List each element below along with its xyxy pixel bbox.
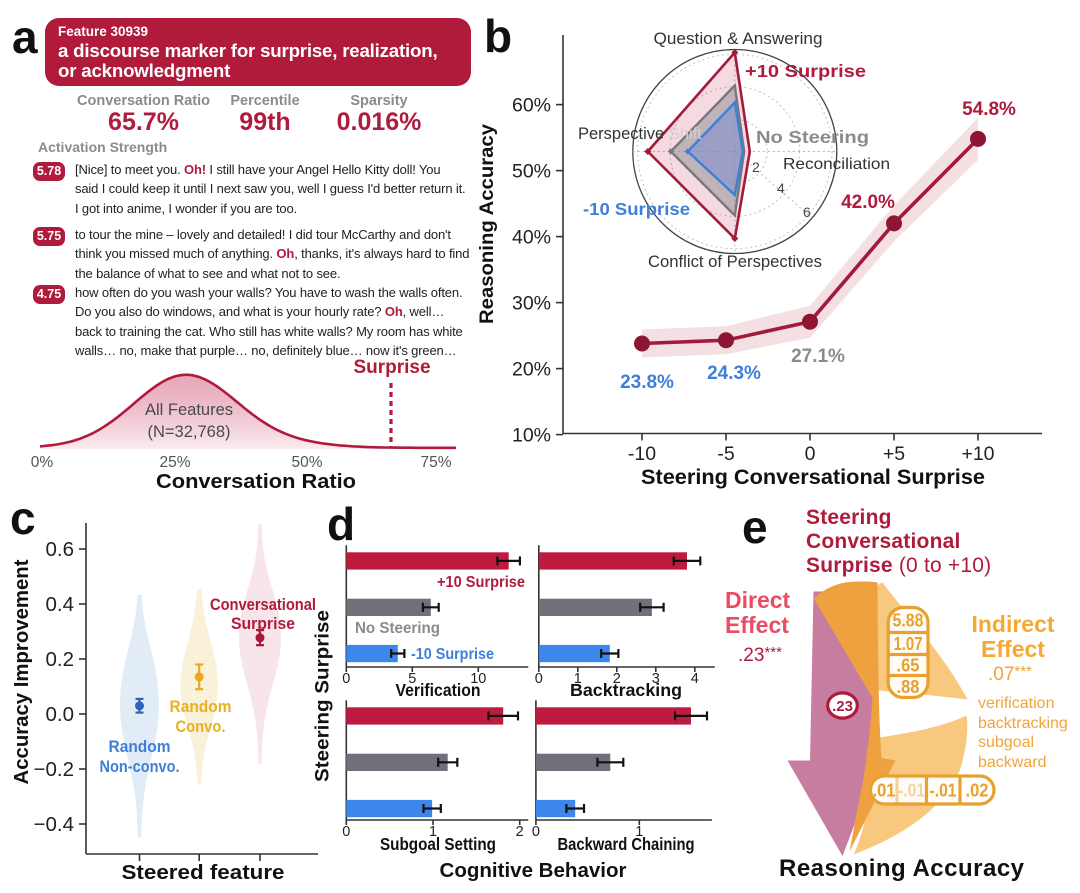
svg-text:−0.2: −0.2 bbox=[34, 758, 74, 781]
svg-text:.01: .01 bbox=[873, 781, 896, 801]
svg-text:0: 0 bbox=[805, 443, 816, 465]
svg-text:4: 4 bbox=[691, 671, 699, 687]
svg-text:+10 Surprise: +10 Surprise bbox=[745, 61, 866, 81]
svg-text:60%: 60% bbox=[512, 95, 551, 117]
svg-text:2: 2 bbox=[516, 824, 524, 840]
svg-text:1: 1 bbox=[574, 671, 582, 687]
svg-text:Question & Answering: Question & Answering bbox=[654, 30, 823, 48]
svg-text:0: 0 bbox=[535, 671, 543, 687]
svg-text:.02: .02 bbox=[966, 781, 989, 801]
svg-text:30%: 30% bbox=[512, 293, 551, 315]
svg-text:20%: 20% bbox=[512, 359, 551, 381]
svg-text:No Steering: No Steering bbox=[355, 620, 440, 637]
svg-text:-10 Surprise: -10 Surprise bbox=[583, 199, 690, 219]
svg-text:40%: 40% bbox=[512, 227, 551, 249]
svg-text:10: 10 bbox=[470, 671, 486, 687]
svg-text:0.0: 0.0 bbox=[46, 703, 75, 726]
svg-text:+5: +5 bbox=[883, 443, 905, 465]
svg-text:50%: 50% bbox=[291, 454, 322, 471]
svg-text:Backward Chaining: Backward Chaining bbox=[558, 834, 695, 854]
svg-text:1.07: 1.07 bbox=[894, 634, 923, 654]
svg-text:1: 1 bbox=[429, 824, 437, 840]
svg-text:Reasoning Accuracy: Reasoning Accuracy bbox=[476, 124, 498, 324]
svg-text:Reconciliation: Reconciliation bbox=[783, 156, 890, 173]
svg-text:No Steering: No Steering bbox=[756, 127, 869, 147]
svg-text:Subgoal Setting: Subgoal Setting bbox=[380, 834, 496, 854]
svg-text:0: 0 bbox=[532, 824, 540, 840]
svg-text:-10 Surprise: -10 Surprise bbox=[411, 646, 494, 663]
svg-text:+10: +10 bbox=[961, 443, 994, 465]
svg-text:Steering Conversational Surpri: Steering Conversational Surprise bbox=[641, 466, 985, 489]
svg-text:Conflict of Perspectives: Conflict of Perspectives bbox=[648, 253, 822, 271]
svg-text:Convo.: Convo. bbox=[176, 717, 226, 736]
svg-text:.65: .65 bbox=[897, 655, 920, 675]
svg-text:Random: Random bbox=[170, 697, 232, 716]
svg-text:-.01: -.01 bbox=[898, 781, 925, 801]
svg-text:6: 6 bbox=[803, 204, 811, 220]
svg-text:54.8%: 54.8% bbox=[962, 99, 1016, 120]
svg-text:Steering Surprise: Steering Surprise bbox=[312, 610, 334, 782]
svg-text:2: 2 bbox=[613, 671, 621, 687]
svg-text:Backtracking: Backtracking bbox=[570, 680, 682, 700]
svg-text:27.1%: 27.1% bbox=[791, 346, 845, 367]
svg-text:0.2: 0.2 bbox=[46, 648, 75, 671]
svg-text:b: b bbox=[484, 10, 512, 62]
svg-text:24.3%: 24.3% bbox=[707, 363, 761, 384]
svg-text:-10: -10 bbox=[628, 443, 656, 465]
svg-text:Random: Random bbox=[109, 737, 171, 756]
svg-text:d: d bbox=[327, 498, 355, 550]
svg-text:4: 4 bbox=[777, 180, 785, 196]
svg-text:0%: 0% bbox=[31, 454, 54, 471]
svg-text:3: 3 bbox=[652, 671, 660, 687]
svg-text:Steered feature: Steered feature bbox=[122, 861, 285, 884]
svg-text:c: c bbox=[10, 492, 36, 544]
svg-text:75%: 75% bbox=[420, 454, 451, 471]
svg-text:Surprise: Surprise bbox=[231, 614, 295, 633]
svg-text:Non-convo.: Non-convo. bbox=[100, 757, 180, 776]
svg-text:(N=32,768): (N=32,768) bbox=[147, 423, 230, 441]
svg-text:42.0%: 42.0% bbox=[841, 192, 895, 213]
svg-text:.88: .88 bbox=[897, 677, 920, 697]
svg-text:All Features: All Features bbox=[145, 401, 233, 419]
svg-text:5.88: 5.88 bbox=[893, 610, 924, 630]
svg-text:Conversational: Conversational bbox=[210, 595, 316, 614]
svg-text:.23: .23 bbox=[832, 698, 853, 715]
svg-text:+10 Surprise: +10 Surprise bbox=[437, 574, 525, 591]
svg-text:23.8%: 23.8% bbox=[620, 372, 674, 393]
svg-text:Verification: Verification bbox=[396, 680, 481, 700]
svg-text:10%: 10% bbox=[512, 425, 551, 447]
svg-text:Cognitive Behavior: Cognitive Behavior bbox=[440, 859, 627, 882]
svg-text:25%: 25% bbox=[159, 454, 190, 471]
svg-text:50%: 50% bbox=[512, 161, 551, 183]
svg-text:−0.4: −0.4 bbox=[34, 813, 74, 836]
svg-text:0: 0 bbox=[342, 824, 350, 840]
svg-text:0.6: 0.6 bbox=[46, 538, 75, 561]
svg-text:-5: -5 bbox=[717, 443, 734, 465]
svg-text:Conversation Ratio: Conversation Ratio bbox=[156, 471, 356, 493]
svg-text:1: 1 bbox=[635, 824, 643, 840]
svg-text:2: 2 bbox=[752, 159, 760, 175]
svg-text:0.4: 0.4 bbox=[46, 593, 75, 616]
svg-text:5: 5 bbox=[408, 671, 416, 687]
svg-text:Accuracy Improvement: Accuracy Improvement bbox=[10, 559, 33, 784]
svg-text:0: 0 bbox=[342, 671, 350, 687]
svg-text:Surprise: Surprise bbox=[353, 357, 430, 378]
svg-text:Perspective Shift: Perspective Shift bbox=[578, 125, 702, 143]
svg-text:-.01: -.01 bbox=[930, 781, 957, 801]
